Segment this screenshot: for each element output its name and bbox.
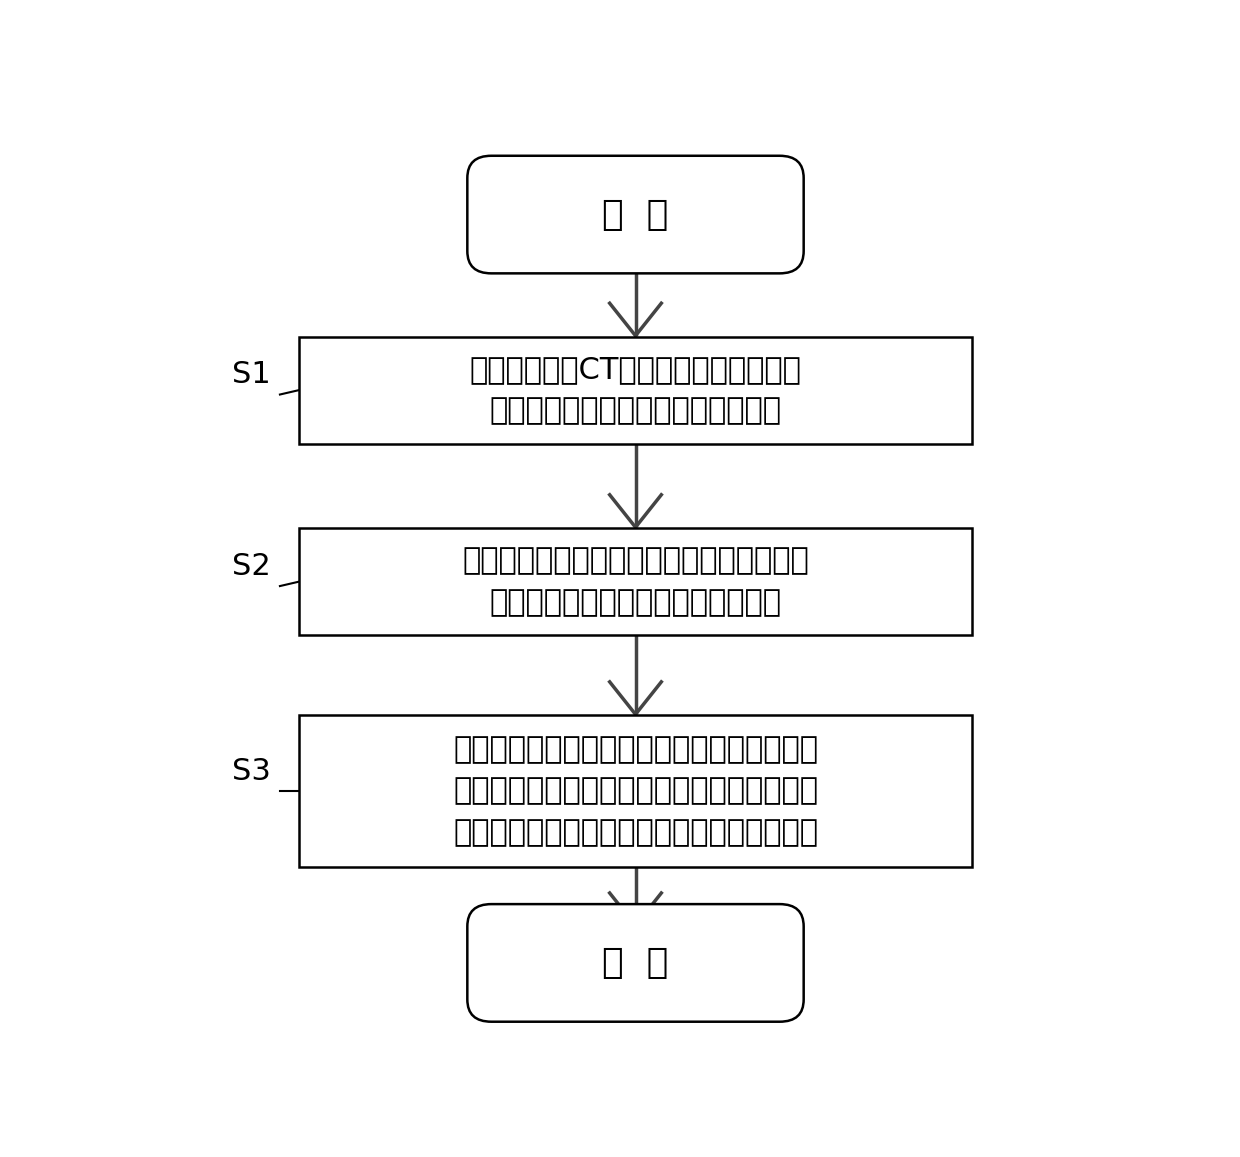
Bar (299, 337, 972, 443)
Text: S2: S2 (232, 552, 270, 581)
Text: 对读入的原发灶肍瘤数据采用开运算进行预
处理操作，建立互关联规则的数据库: 对读入的原发灶肍瘤数据采用开运算进行预 处理操作，建立互关联规则的数据库 (463, 546, 808, 617)
Text: 开  始: 开 始 (603, 198, 668, 231)
FancyBboxPatch shape (467, 156, 804, 273)
Bar (299, 715, 972, 867)
Text: S1: S1 (232, 361, 270, 390)
Text: 按照预设定的元胞演化规则和互关联规则信息
不断更新各个离散网格点的强度値；给定不同
的据失代价阈値得到对应的临床放疗靶区范围: 按照预设定的元胞演化规则和互关联规则信息 不断更新各个离散网格点的强度値；给定不… (453, 735, 818, 847)
FancyBboxPatch shape (467, 904, 804, 1022)
Text: S3: S3 (232, 757, 270, 786)
Text: 结  束: 结 束 (603, 946, 668, 980)
Text: 网格化三维的CT图像得到对应的三维网
格，生成肍瘤原发灶区域的二値图像: 网格化三维的CT图像得到对应的三维网 格，生成肍瘤原发灶区域的二値图像 (470, 355, 801, 426)
Bar (299, 528, 972, 635)
